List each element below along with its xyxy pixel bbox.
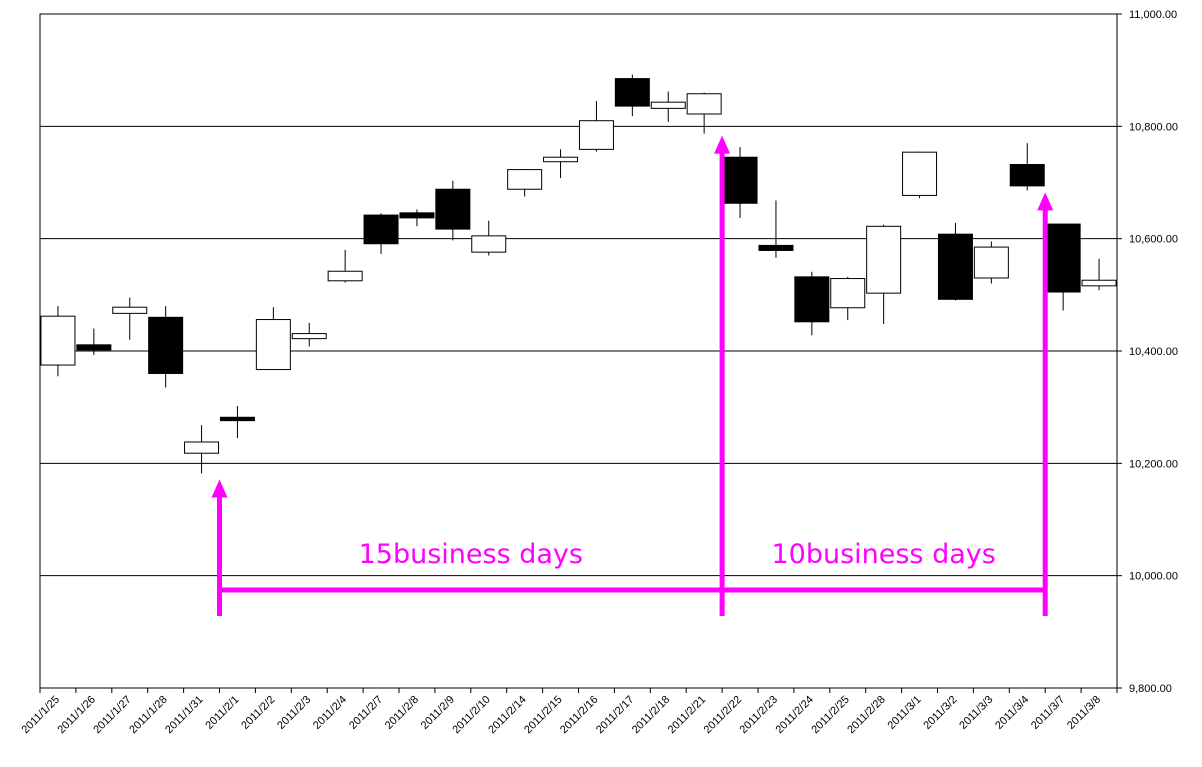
candle-body [327, 270, 363, 282]
x-tick-label: 2011/2/2 [239, 694, 277, 732]
x-tick-label: 2011/3/4 [993, 694, 1031, 732]
candle-body [40, 315, 76, 366]
y-tick-label: 11,000.00 [1129, 9, 1177, 21]
x-tick-label: 2011/1/28 [127, 694, 170, 737]
x-tick-label: 2011/2/25 [809, 694, 852, 737]
annotation-label: 15business days [359, 539, 583, 570]
candle-body [973, 246, 1009, 279]
candle-body [219, 416, 255, 422]
candle-body [291, 333, 327, 340]
candle-body [471, 235, 507, 253]
x-tick-label: 2011/1/31 [163, 694, 206, 737]
x-tick-label: 2011/2/7 [347, 694, 385, 732]
x-tick-label: 2011/2/14 [486, 694, 529, 737]
x-tick-label: 2011/2/22 [702, 694, 745, 737]
annotation-arrow-head [1037, 192, 1054, 211]
y-tick-label: 9,800.00 [1129, 683, 1172, 695]
x-tick-label: 2011/2/4 [311, 694, 349, 732]
candle-body [830, 278, 866, 309]
annotation-arrow-head [714, 135, 731, 154]
y-tick-label: 10,400.00 [1129, 346, 1178, 358]
candle-body [184, 441, 220, 454]
x-tick-label: 2011/2/23 [738, 694, 781, 737]
y-tick-label: 10,800.00 [1129, 121, 1178, 133]
candle-body [1009, 164, 1045, 187]
x-tick-label: 2011/2/16 [558, 694, 601, 737]
candle-body [794, 276, 830, 323]
x-tick-label: 2011/2/10 [450, 694, 493, 737]
x-tick-label: 2011/3/2 [921, 694, 959, 732]
candle-body [507, 169, 543, 190]
x-tick-label: 2011/3/3 [957, 694, 995, 732]
annotation-arrow-head [211, 479, 228, 498]
candle-body [650, 101, 686, 109]
x-tick-label: 2011/3/7 [1029, 694, 1067, 732]
x-tick-label: 2011/2/24 [773, 694, 816, 737]
candle-body [435, 188, 471, 230]
y-tick-label: 10,200.00 [1129, 458, 1178, 470]
candle-body [112, 306, 148, 314]
x-tick-label: 2011/3/8 [1065, 694, 1103, 732]
candle-body [614, 78, 650, 107]
candle-body [1045, 223, 1081, 293]
y-tick-label: 10,000.00 [1129, 571, 1178, 583]
x-tick-label: 2011/2/15 [522, 694, 565, 737]
x-tick-label: 2011/2/1 [203, 694, 241, 732]
candle-body [902, 151, 938, 196]
candle-body [866, 225, 902, 294]
x-tick-label: 2011/3/1 [885, 694, 923, 732]
x-tick-label: 2011/2/3 [275, 694, 313, 732]
candle-body [686, 93, 722, 115]
y-tick-label: 10,600.00 [1129, 234, 1178, 246]
candle-body [255, 319, 291, 371]
candle-body [148, 316, 184, 374]
x-tick-label: 2011/2/21 [666, 694, 709, 737]
candle-body [937, 233, 973, 300]
annotations: 15business days 10business days [211, 135, 1054, 616]
candle-body [1081, 279, 1117, 287]
candle-body [76, 344, 112, 351]
candle-body [363, 214, 399, 245]
x-tick-label: 2011/2/28 [845, 694, 888, 737]
x-tick-label: 2011/2/18 [630, 694, 673, 737]
x-tick-label: 2011/1/27 [91, 694, 134, 737]
candle-body [399, 212, 435, 219]
candles [40, 74, 1117, 474]
candle-body [758, 244, 794, 251]
candle-body [578, 120, 614, 150]
x-tick-label: 2011/1/26 [55, 694, 98, 737]
y-axis-ticks: 9,800.00 10,000.00 10,200.00 10,400.00 10,60… [1117, 9, 1178, 695]
x-axis-ticks: 2011/1/252011/1/262011/1/272011/1/282011… [20, 688, 1118, 737]
candle-body [722, 156, 758, 204]
x-tick-label: 2011/1/25 [20, 694, 63, 737]
annotation-label: 10business days [771, 539, 995, 570]
x-tick-label: 2011/2/17 [594, 694, 637, 737]
candle-body [543, 156, 579, 163]
x-tick-label: 2011/2/8 [383, 694, 421, 732]
